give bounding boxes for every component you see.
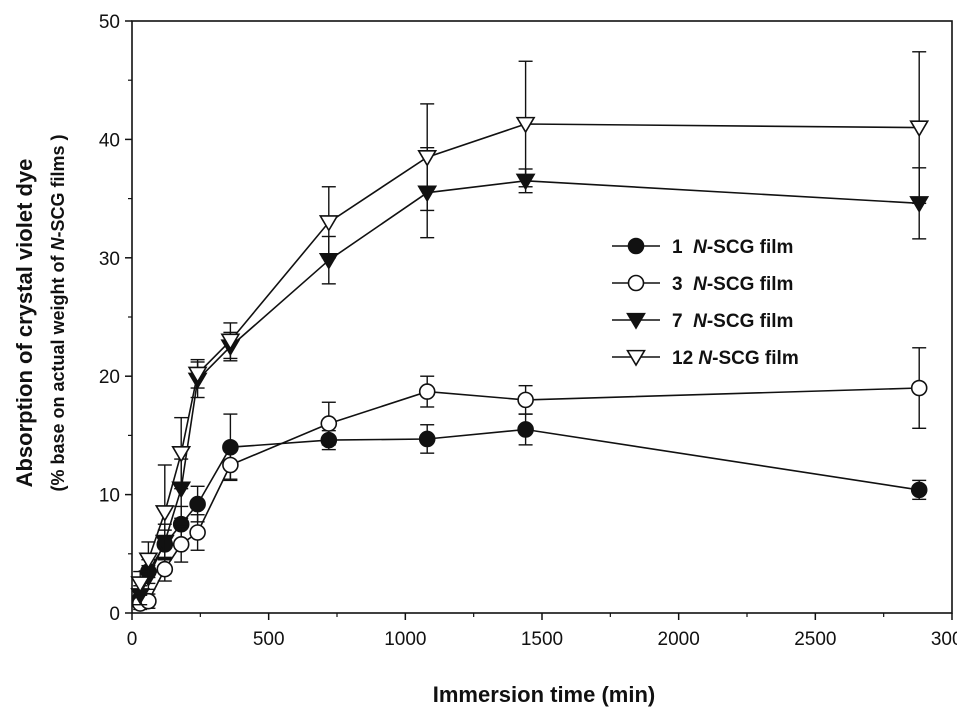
legend-marker (626, 312, 646, 330)
y-axis-subtitle: (% base on actual weight of N-SCG films … (48, 134, 68, 491)
legend-item-4: 12 N-SCG film (612, 348, 799, 369)
data-point (156, 560, 174, 578)
data-point (189, 495, 206, 513)
data-point (187, 366, 208, 384)
x-axis-title: Immersion time (min) (433, 682, 655, 707)
data-point (130, 576, 151, 594)
data-point (138, 552, 159, 570)
legend-item-1: 1 N-SCG film (612, 237, 793, 258)
data-point (220, 333, 241, 351)
data-point (515, 116, 536, 134)
series-4 (130, 51, 930, 596)
data-point (517, 391, 534, 409)
x-tick-label: 1500 (521, 629, 563, 650)
legend-label: 3 N-SCG film (672, 274, 793, 295)
data-point (418, 383, 436, 400)
data-point (418, 430, 436, 448)
y-tick-label: 0 (109, 604, 120, 625)
x-tick-label: 2000 (658, 629, 700, 650)
x-tick-label: 500 (253, 629, 285, 650)
axes-group: 0 500 1000 1500 2000 2500 3000 0 10 20 30 40 50 (99, 12, 957, 650)
legend-item-3: 7 N-SCG film (612, 311, 793, 332)
series-group (130, 51, 930, 612)
x-tick-label: 2500 (794, 629, 836, 650)
series-2 (131, 347, 928, 612)
data-point (222, 456, 239, 474)
x-tick-label: 3000 (931, 629, 957, 650)
y-tick-label: 10 (99, 486, 120, 507)
legend-label: 7 N-SCG film (672, 311, 793, 332)
data-point (171, 445, 192, 463)
plot-frame (131, 20, 953, 614)
data-point (320, 415, 338, 432)
data-point (910, 379, 928, 397)
legend-item-2: 3 N-SCG film (612, 274, 793, 295)
legend-marker (627, 237, 645, 255)
data-point (417, 149, 438, 167)
legend-label: 1 N-SCG film (672, 237, 793, 258)
legend-marker (626, 349, 646, 367)
data-point (172, 536, 190, 553)
y-tick-label: 20 (99, 367, 120, 388)
data-point (910, 481, 928, 499)
axis-titles: Immersion time (min) Absorption of cryst… (12, 134, 655, 707)
data-point (189, 524, 206, 541)
series-1 (131, 413, 928, 608)
series-line (139, 123, 920, 584)
y-tick-label: 30 (99, 249, 120, 270)
data-point (154, 505, 175, 523)
data-point (909, 120, 930, 138)
y-tick-label: 40 (99, 130, 120, 151)
legend-label: 12 N-SCG film (672, 348, 799, 369)
y-axis-title: Absorption of crystal violet dye (12, 159, 37, 488)
x-tick-label: 0 (127, 629, 138, 650)
series-line (139, 387, 920, 605)
series-3 (130, 146, 930, 606)
legend-marker (627, 274, 645, 292)
data-point (517, 421, 534, 438)
series-line (139, 179, 920, 596)
data-point (318, 215, 339, 232)
y-tick-label: 50 (99, 12, 120, 33)
x-tick-label: 1000 (384, 629, 426, 650)
legend: 1 N-SCG film 3 N-SCG film 7 N-SCG film 12 N… (612, 237, 799, 369)
series-line (139, 428, 920, 600)
